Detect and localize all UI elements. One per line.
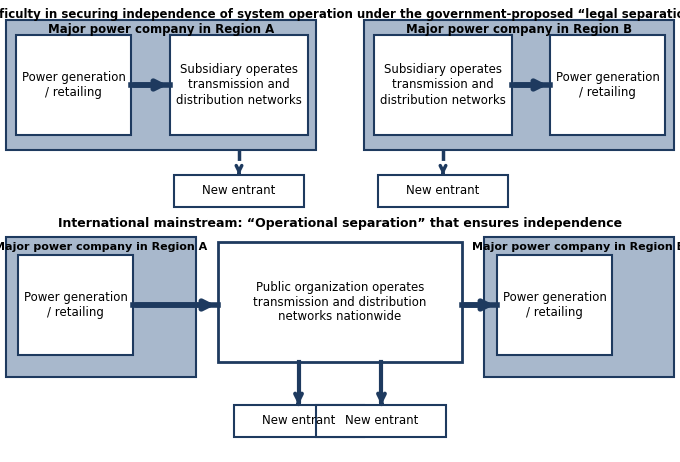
Bar: [218, 242, 462, 362]
Text: Power generation
/ retailing: Power generation / retailing: [556, 71, 660, 99]
Bar: [18, 255, 133, 355]
Bar: [233, 405, 364, 437]
Bar: [174, 175, 304, 207]
Text: Difficulty in securing independence of system operation under the government-pro: Difficulty in securing independence of s…: [0, 8, 680, 21]
Bar: [316, 405, 447, 437]
Bar: [374, 35, 512, 135]
Text: Major power company in Region A: Major power company in Region A: [48, 24, 274, 36]
Text: New entrant: New entrant: [262, 414, 335, 427]
Text: Major power company in Region B: Major power company in Region B: [473, 242, 680, 252]
Text: Power generation
/ retailing: Power generation / retailing: [24, 291, 127, 319]
Text: Major power company in Region A: Major power company in Region A: [0, 242, 207, 252]
Bar: [364, 20, 674, 150]
Bar: [170, 35, 308, 135]
Text: New entrant: New entrant: [345, 414, 418, 427]
Text: Public organization operates
transmission and distribution
networks nationwide: Public organization operates transmissio…: [254, 280, 426, 323]
Bar: [550, 35, 665, 135]
Text: Power generation
/ retailing: Power generation / retailing: [503, 291, 607, 319]
Text: Subsidiary operates
transmission and
distribution networks: Subsidiary operates transmission and dis…: [176, 63, 302, 107]
Text: New entrant: New entrant: [407, 184, 479, 197]
Text: Power generation
/ retailing: Power generation / retailing: [22, 71, 125, 99]
Bar: [497, 255, 612, 355]
Bar: [378, 175, 508, 207]
Text: New entrant: New entrant: [203, 184, 275, 197]
Text: International mainstream: “Operational separation” that ensures independence: International mainstream: “Operational s…: [58, 217, 622, 230]
Bar: [6, 20, 316, 150]
Text: Subsidiary operates
transmission and
distribution networks: Subsidiary operates transmission and dis…: [380, 63, 506, 107]
Bar: [6, 237, 196, 377]
Text: Major power company in Region B: Major power company in Region B: [406, 24, 632, 36]
Bar: [16, 35, 131, 135]
Bar: [484, 237, 674, 377]
